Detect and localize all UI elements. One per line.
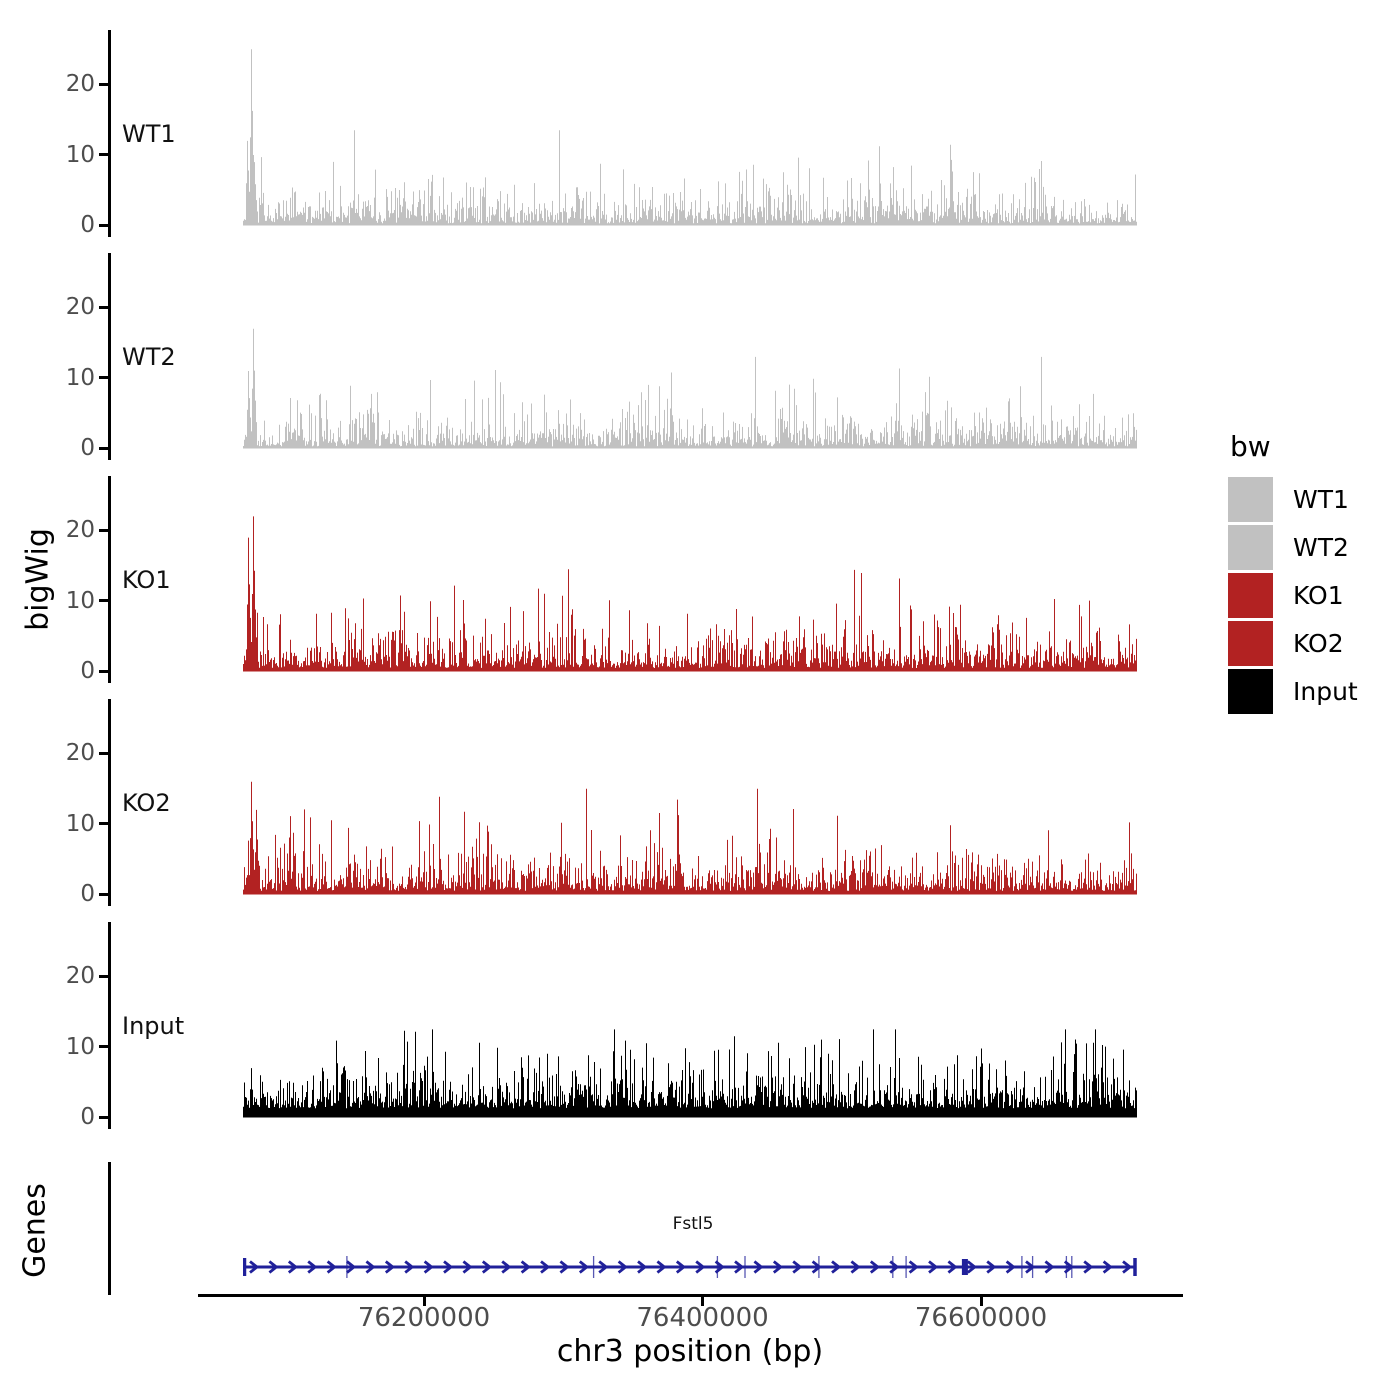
y-tick-mark	[99, 1045, 109, 1048]
y-tick-mark	[99, 82, 109, 86]
y-tick-label: 20	[65, 71, 95, 97]
coverage-signal	[243, 1029, 1137, 1118]
legend-entry-wt2: WT2	[1228, 525, 1358, 570]
y-tick-mark	[99, 751, 109, 755]
genes-panel: Fstl5	[0, 1162, 1400, 1295]
y-tick-mark	[99, 892, 109, 896]
legend-entry-wt1: WT1	[1228, 477, 1358, 522]
gene-model-fstl5	[243, 1256, 1137, 1278]
y-tick-mark	[99, 305, 109, 309]
coverage-signal	[243, 516, 1137, 672]
legend-swatch	[1228, 573, 1273, 618]
track-label: KO1	[122, 566, 171, 594]
legend-label: WT2	[1293, 533, 1349, 562]
exon-block	[961, 1259, 968, 1275]
y-tick-label: 20	[65, 517, 95, 543]
y-tick-mark	[99, 599, 109, 602]
x-tick-mark	[422, 1297, 426, 1306]
y-axis-line	[108, 922, 111, 1129]
track-label: WT1	[122, 120, 176, 148]
track-label: WT2	[122, 343, 176, 371]
track-label: KO2	[122, 789, 171, 817]
y-tick-label: 0	[80, 658, 95, 684]
y-tick-label: 10	[65, 587, 95, 614]
y-tick-label: 20	[65, 740, 95, 766]
legend-entry-ko2: KO2	[1228, 621, 1358, 666]
y-tick-label: 10	[65, 364, 95, 391]
coverage-signal	[243, 328, 1137, 449]
y-axis-line	[108, 30, 111, 237]
x-axis-line	[198, 1294, 1183, 1297]
y-tick-label: 10	[65, 1033, 95, 1060]
y-tick-mark	[99, 974, 109, 978]
y-tick-mark	[99, 822, 109, 825]
x-tick-label: 76200000	[357, 1303, 491, 1333]
y-tick-label: 20	[65, 294, 95, 320]
bigwig-track-panel-wt1: WT1 0 10 20	[0, 30, 1400, 238]
legend-label: WT1	[1293, 485, 1349, 514]
gene-name-label: Fstl5	[672, 1214, 714, 1234]
x-tick-mark	[701, 1297, 705, 1306]
y-tick-label: 20	[65, 963, 95, 989]
legend-swatch	[1228, 621, 1273, 666]
genes-axis-line	[108, 1162, 111, 1295]
legend-swatch	[1228, 525, 1273, 570]
x-tick-label: 76400000	[636, 1303, 769, 1333]
y-tick-label: 10	[65, 810, 95, 837]
coverage-signal	[243, 49, 1137, 226]
y-tick-label: 0	[80, 881, 95, 907]
y-tick-label: 0	[80, 435, 95, 461]
y-tick-mark	[99, 153, 109, 156]
bigwig-track-panel-ko1: KO1 0 10 20	[0, 476, 1400, 684]
y-axis-line	[108, 699, 111, 906]
y-tick-mark	[99, 223, 109, 227]
x-tick-mark	[979, 1297, 983, 1306]
legend-label: KO1	[1293, 581, 1344, 610]
y-tick-mark	[99, 376, 109, 379]
legend-label: Input	[1293, 677, 1358, 706]
legend-entry-ko1: KO1	[1228, 573, 1358, 618]
y-axis-line	[108, 253, 111, 460]
legend-entry-input: Input	[1228, 669, 1358, 714]
legend-swatch	[1228, 477, 1273, 522]
legend: bw WT1 WT2 KO1 KO2 Input	[1228, 430, 1358, 717]
legend-swatch	[1228, 669, 1273, 714]
legend-label: KO2	[1293, 629, 1344, 658]
track-label: Input	[122, 1012, 185, 1040]
x-axis-title: chr3 position (bp)	[556, 1334, 824, 1369]
bigwig-track-panel-ko2: KO2 0 10 20	[0, 699, 1400, 907]
y-tick-mark	[99, 669, 109, 673]
y-tick-label: 0	[80, 212, 95, 238]
coverage-signal	[243, 781, 1137, 895]
y-tick-label: 10	[65, 141, 95, 168]
legend-title: bw	[1230, 430, 1271, 463]
bigwig-track-panel-wt2: WT2 0 10 20	[0, 253, 1400, 461]
y-tick-label: 0	[80, 1104, 95, 1130]
bigwig-track-panel-input: Input 0 10 20	[0, 922, 1400, 1130]
x-tick-label: 76600000	[914, 1303, 1048, 1333]
y-tick-mark	[99, 1115, 109, 1119]
y-axis-line	[108, 476, 111, 683]
y-tick-mark	[99, 528, 109, 532]
y-tick-mark	[99, 446, 109, 450]
